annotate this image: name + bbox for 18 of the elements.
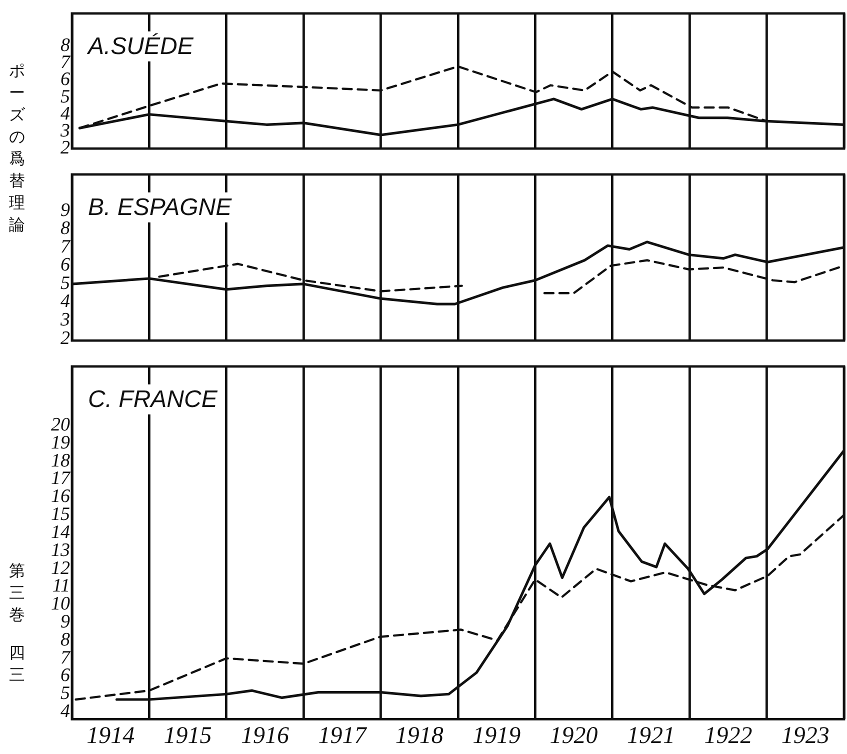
y-tick-label: 9 [60, 200, 70, 221]
text: C. FRANCE [88, 386, 218, 414]
x-tick-label: 1914 [86, 722, 135, 749]
x-tick-label: 1917 [318, 722, 368, 749]
x-tick-label: 1919 [472, 722, 521, 749]
x-tick-label: 1920 [550, 722, 598, 749]
x-tick-label: 1916 [241, 722, 289, 749]
y-tick-label: 4 [60, 291, 70, 312]
text: ポーズの爲替理論 [8, 60, 26, 236]
x-tick-label: 1923 [781, 722, 830, 749]
x-tick-label: 1922 [704, 722, 752, 749]
x-tick-label: 1918 [395, 722, 444, 749]
x-tick-label: 1915 [164, 722, 212, 749]
text: 第三巻 [8, 560, 26, 626]
text: 四三 [8, 642, 26, 686]
x-tick-label: 1921 [627, 722, 675, 749]
text: B. ESPAGNE [88, 194, 233, 222]
text: A.SUÉDE [86, 33, 194, 60]
